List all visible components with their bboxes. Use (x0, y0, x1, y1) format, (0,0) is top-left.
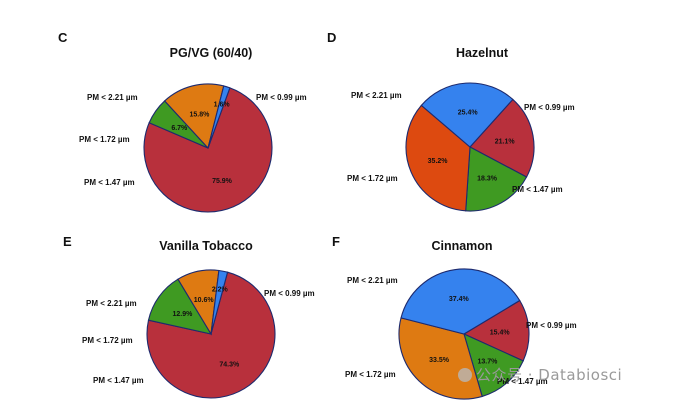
watermark-text: 公众号 · Databiosci (476, 366, 623, 384)
slice-category-label: PM < 2.21 µm (86, 299, 137, 308)
slice-category-label: PM < 2.21 µm (87, 93, 138, 102)
pie-panel-f: F Cinnamon 15.4% PM < 0.99 µm 13.7% PM < 1.47… (332, 234, 577, 400)
pie-slice (163, 83, 225, 150)
slice-value-label: 15.8% (189, 111, 210, 118)
chart-title: PG/VG (60/40) (170, 46, 253, 60)
slice-value-label: 37.4% (449, 296, 470, 303)
slice-category-label: PM < 2.21 µm (351, 91, 402, 100)
slice-value-label: 25.4% (458, 109, 479, 116)
watermark: 公众号 · Databiosci (458, 364, 622, 385)
slice-category-label: PM < 1.47 µm (512, 185, 563, 194)
slice-category-label: PM < 1.47 µm (84, 178, 135, 187)
slice-value-label: 12.9% (172, 311, 193, 318)
slice-value-label: 1.6% (214, 102, 231, 109)
chart-title: Hazelnut (456, 46, 509, 60)
chart-title: Cinnamon (431, 239, 492, 253)
slice-value-label: 35.2% (428, 158, 449, 165)
panel-letter: E (63, 234, 72, 249)
panel-letter: F (332, 234, 340, 249)
slice-category-label: PM < 0.99 µm (256, 93, 307, 102)
slice-category-label: PM < 1.72 µm (345, 370, 396, 379)
pie-slice (207, 85, 231, 149)
slice-value-label: 6.7% (171, 125, 188, 132)
slice-value-label: 15.4% (490, 330, 511, 337)
panel-letter: C (58, 30, 68, 45)
wechat-icon (458, 368, 472, 382)
chart-title: Vanilla Tobacco (159, 239, 253, 253)
slice-value-label: 74.3% (219, 362, 240, 369)
slice-category-label: PM < 0.99 µm (264, 289, 315, 298)
pie-slice (210, 269, 229, 335)
pie-slice (420, 82, 514, 148)
slice-value-label: 75.9% (212, 178, 233, 185)
panel-letter: D (327, 30, 336, 45)
pie-slice (146, 271, 276, 399)
pie-slice (463, 333, 524, 398)
slice-category-label: PM < 1.72 µm (347, 174, 398, 183)
slice-category-label: PM < 0.99 µm (526, 321, 577, 330)
slice-category-label: PM < 1.72 µm (82, 336, 133, 345)
slice-category-label: PM < 1.47 µm (497, 377, 548, 386)
pie-panel-d: D Hazelnut 21.1% PM < 0.99 µm 18.3% PM < 1.47… (327, 30, 575, 212)
pie-slice (143, 87, 273, 213)
slice-value-label: 10.6% (194, 297, 215, 304)
pie-slice (405, 104, 471, 212)
slice-category-label: PM < 1.72 µm (79, 135, 130, 144)
pie-slice (469, 98, 535, 178)
slice-category-label: PM < 1.47 µm (93, 376, 144, 385)
pie-panel-c: C PG/VG (60/40) 75.9% PM < 0.99 µm 6.7% PM < … (58, 30, 307, 213)
slice-value-label: 21.1% (495, 138, 516, 145)
slice-value-label: 2.2% (212, 286, 229, 293)
slice-value-label: 13.7% (477, 359, 498, 366)
slice-category-label: PM < 2.21 µm (347, 276, 398, 285)
slice-value-label: 33.5% (429, 357, 450, 364)
pie-slice (462, 299, 530, 362)
pie-slice (465, 146, 528, 212)
slice-value-label: 18.3% (477, 175, 498, 182)
slice-category-label: PM < 0.99 µm (524, 103, 575, 112)
pie-slice (400, 268, 521, 335)
pie-panel-e: E Vanilla Tobacco 74.3% PM < 0.99 µm 12.9% PM… (63, 234, 315, 399)
